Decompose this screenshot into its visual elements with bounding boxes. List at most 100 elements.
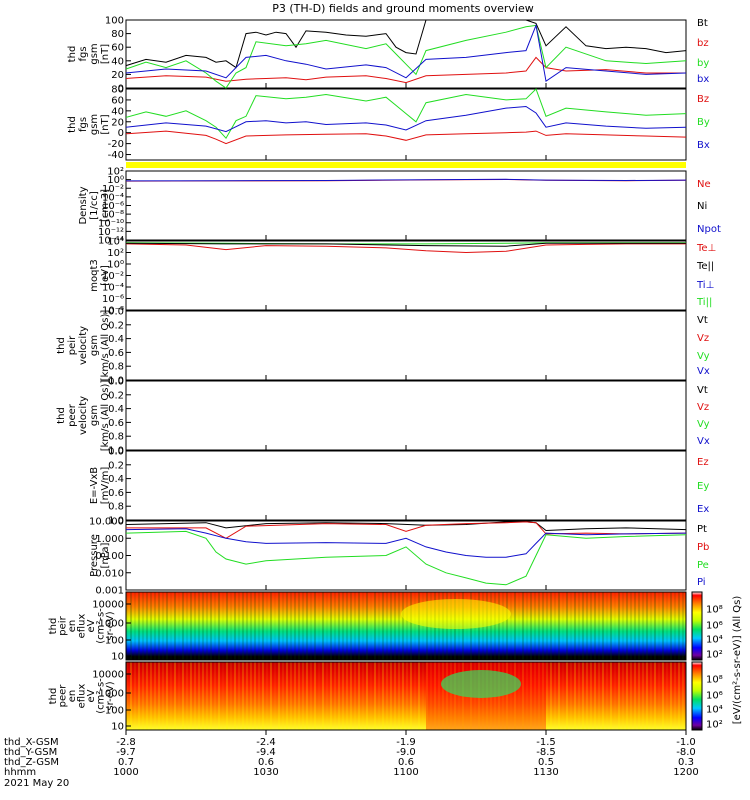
y-tick-label: 1.0 (108, 446, 124, 457)
y-tick-label: 10⁻⁴ (102, 192, 124, 203)
spectrogram-texture (130, 592, 132, 660)
spectrogram-texture (346, 592, 348, 660)
legend-entry: Vx (697, 436, 710, 447)
spectrogram-texture (402, 592, 404, 660)
colorbar-tick-label: 10² (706, 650, 723, 661)
spectrogram-texture (566, 592, 568, 660)
spectrogram-texture (338, 662, 340, 730)
spectrogram-texture (514, 662, 516, 730)
spectrogram-texture (650, 662, 652, 730)
spectrogram-texture (602, 592, 604, 660)
spectrogram-texture (614, 592, 616, 660)
y-axis-label: peir (58, 615, 69, 635)
spectrogram-texture (254, 592, 256, 660)
spectrogram-texture (274, 662, 276, 730)
spectrogram-texture (210, 592, 212, 660)
spectrogram-texture (234, 662, 236, 730)
y-axis-label: thd (56, 407, 67, 424)
legend-entry: Bt (697, 18, 708, 29)
spectrogram-texture (542, 592, 544, 660)
axis-row-value: 0.3 (678, 757, 694, 768)
spectrogram-texture (298, 592, 300, 660)
spectrogram-texture (146, 662, 148, 730)
legend-entry: Ez (697, 457, 709, 468)
spectrogram-texture (374, 662, 376, 730)
spectrogram-texture (654, 592, 656, 660)
y-axis-label: [km/s (All Qs)] (100, 310, 111, 382)
legend-entry: Ti|| (696, 297, 712, 308)
y-axis-label: eflux (77, 684, 88, 709)
spectrogram-texture (418, 662, 420, 730)
colorbar-tick-label: 10⁴ (706, 705, 723, 716)
y-axis-label: [cm-3] (100, 189, 111, 222)
y-tick-label: 100 (105, 636, 124, 647)
spectrogram-texture (154, 592, 156, 660)
spectrogram-texture (662, 592, 664, 660)
spectrogram-texture (362, 662, 364, 730)
spectrogram-texture (610, 662, 612, 730)
spectrogram-texture (542, 662, 544, 730)
y-tick-label: 0.100 (95, 551, 124, 562)
legend-entry: Ey (697, 481, 709, 492)
panel-8: 10.000 1.000 0.100 0.010 0.001 Pressure [nPa] P… (89, 517, 709, 597)
spectrogram-image (126, 592, 686, 660)
y-tick-label: 0.4 (108, 404, 124, 415)
spectrogram-texture (606, 592, 608, 660)
spectrogram-texture (286, 592, 288, 660)
y-tick-label: 60 (111, 95, 124, 106)
series-by (125, 24, 687, 89)
legend-entry: Pi (697, 577, 706, 588)
spectrogram-texture (258, 592, 260, 660)
spectrogram-texture (626, 662, 628, 730)
spectrogram-texture (150, 592, 152, 660)
spectrogram-texture (222, 592, 224, 660)
spectrogram-texture (426, 662, 428, 730)
spectrogram-texture (278, 592, 280, 660)
spectrogram-texture (262, 592, 264, 660)
spectrogram-texture (510, 662, 512, 730)
spectrogram-texture (566, 662, 568, 730)
axis-row-value: 1200 (673, 767, 698, 778)
panel-frame (125, 450, 687, 521)
y-axis-label: [nPa] (100, 542, 111, 568)
spectrogram-texture (674, 592, 676, 660)
spectrogram-texture (286, 662, 288, 730)
spectrogram-texture (502, 592, 504, 660)
y-axis-label: Density (78, 186, 89, 224)
spectrogram-texture (182, 592, 184, 660)
spectrogram-texture (514, 592, 516, 660)
y-axis-label: gsm (89, 405, 100, 426)
spectrogram-texture (230, 592, 232, 660)
legend-entry: Npot (697, 224, 721, 235)
spectrogram-texture (166, 662, 168, 730)
spectrogram-texture (386, 592, 388, 660)
spectrogram-texture (582, 592, 584, 660)
y-tick-label: 0.4 (108, 334, 124, 345)
spectrogram-texture (342, 662, 344, 730)
y-axis-label: gsm (89, 43, 100, 64)
spectrogram-texture (642, 592, 644, 660)
spectrogram-texture (354, 662, 356, 730)
spectrogram-texture (554, 592, 556, 660)
spectrogram-texture (298, 662, 300, 730)
spectrogram-texture (202, 662, 204, 730)
spectrogram-texture (530, 662, 532, 730)
spectrogram-texture (146, 592, 148, 660)
legend-entry: By (697, 117, 710, 128)
y-axis-label: fgs (78, 46, 89, 61)
spectrogram-texture (382, 592, 384, 660)
y-axis-label: velocity (78, 396, 89, 435)
panel-frame (125, 310, 687, 381)
spectrogram-texture (134, 662, 136, 730)
y-axis-label: eV (86, 689, 97, 702)
axis-row-label: thd_Z-GSM (4, 757, 59, 768)
y-tick-label: 0.001 (95, 586, 124, 597)
legend-entry: bx (697, 74, 709, 85)
axis-row-value: 1030 (253, 767, 278, 778)
spectrogram-texture (322, 662, 324, 730)
series-npot (125, 178, 687, 182)
spectrogram-texture (394, 662, 396, 730)
spectrogram-texture (374, 592, 376, 660)
y-tick-label: 10⁻⁴ (102, 283, 124, 294)
